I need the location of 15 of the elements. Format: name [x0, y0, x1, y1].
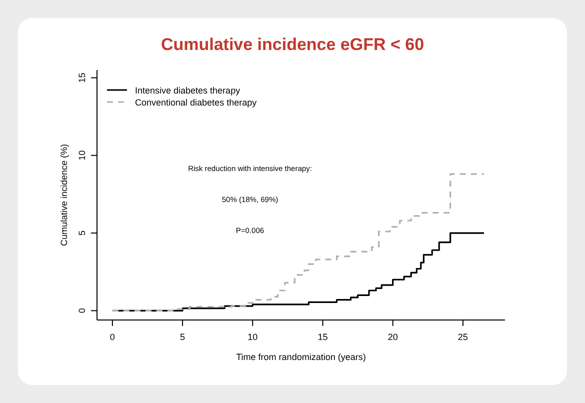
y-tick-label: 15 — [77, 72, 87, 83]
x-tick-label: 5 — [180, 332, 186, 342]
x-tick-label: 20 — [388, 332, 398, 342]
y-tick-label: 10 — [77, 150, 87, 160]
legend-label: Conventional diabetes therapy — [135, 98, 258, 108]
y-tick-label: 5 — [77, 230, 87, 236]
y-axis-title: Cumulative incidence (%) — [59, 144, 69, 246]
chart-title: Cumulative incidence eGFR < 60 — [160, 35, 424, 54]
x-tick-label: 15 — [318, 332, 328, 342]
x-tick-label: 0 — [110, 332, 115, 342]
x-axis-title: Time from randomization (years) — [236, 352, 366, 362]
x-tick-label: 10 — [248, 332, 258, 342]
legend-label: Intensive diabetes therapy — [135, 86, 241, 96]
x-tick-label: 25 — [458, 332, 468, 342]
y-tick-label: 0 — [77, 308, 87, 314]
